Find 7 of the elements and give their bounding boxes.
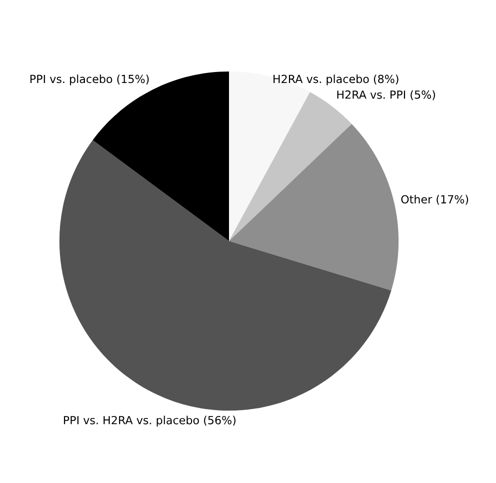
pie-slice bbox=[229, 124, 399, 290]
slice-label: PPI vs. H2RA vs. placebo (56%) bbox=[64, 416, 236, 426]
slice-label: H2RA vs. placebo (8%) bbox=[274, 74, 398, 86]
pie-slice bbox=[59, 140, 392, 411]
slice-label: Other (17%) bbox=[401, 194, 468, 205]
slice-label: H2RA vs. PPI (5%) bbox=[337, 90, 436, 100]
slice-label: PPI vs. placebo (15%) bbox=[30, 74, 149, 86]
